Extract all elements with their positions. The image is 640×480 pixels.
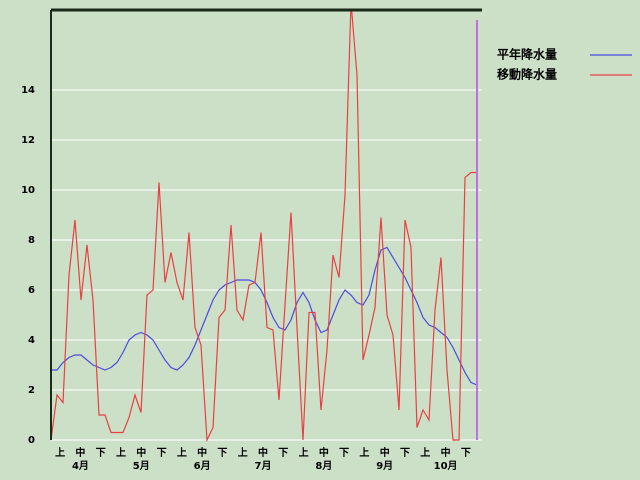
- y-tick-label: 10: [21, 185, 35, 196]
- x-dekad-label: 下: [339, 447, 349, 459]
- x-dekad-label: 下: [278, 447, 288, 459]
- x-dekad-label: 下: [400, 447, 410, 459]
- x-dekad-label: 下: [461, 447, 471, 459]
- x-dekad-label: 上: [116, 446, 126, 459]
- x-dekad-label: 中: [258, 446, 268, 459]
- x-month-label: 6月: [194, 460, 211, 472]
- y-tick-label: 8: [28, 235, 35, 246]
- x-dekad-label: 中: [197, 446, 207, 459]
- x-month-label: 8月: [315, 460, 332, 472]
- x-dekad-label: 中: [380, 446, 390, 459]
- x-month-label: 10月: [434, 460, 458, 472]
- x-dekad-label: 上: [299, 446, 309, 459]
- x-dekad-label: 中: [441, 446, 451, 459]
- x-month-label: 4月: [72, 460, 89, 472]
- y-tick-label: 2: [28, 385, 35, 396]
- x-dekad-label: 上: [420, 446, 430, 459]
- series-line: [51, 10, 477, 442]
- x-month-label: 5月: [133, 460, 150, 472]
- x-month-label: 7月: [255, 460, 272, 472]
- x-dekad-label: 上: [177, 446, 187, 459]
- y-tick-label: 4: [28, 335, 35, 346]
- x-month-label: 9月: [376, 460, 393, 472]
- x-dekad-label: 下: [96, 447, 106, 459]
- x-dekad-label: 中: [136, 446, 146, 459]
- y-tick-label: 6: [28, 285, 35, 296]
- x-dekad-label: 下: [157, 447, 167, 459]
- x-dekad-label: 下: [217, 447, 227, 459]
- y-tick-label: 12: [21, 135, 35, 146]
- y-tick-label: 0: [28, 435, 35, 446]
- x-dekad-label: 中: [75, 446, 85, 459]
- x-dekad-label: 中: [319, 446, 329, 459]
- legend-label: 平年降水量: [497, 47, 557, 62]
- x-dekad-label: 上: [359, 446, 369, 459]
- y-tick-label: 14: [21, 85, 35, 96]
- x-dekad-label: 上: [55, 446, 65, 459]
- legend-label: 移動降水量: [497, 67, 557, 82]
- series-line: [51, 246, 478, 386]
- x-dekad-label: 上: [238, 446, 248, 459]
